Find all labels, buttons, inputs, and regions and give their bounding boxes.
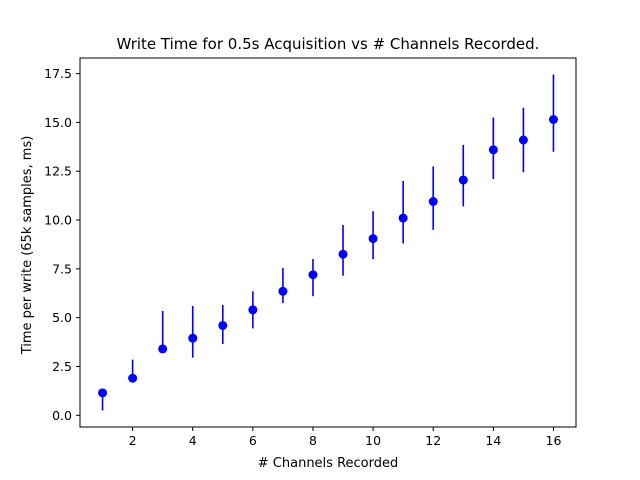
x-tick-label: 12 [425,433,441,448]
y-tick-label: 0.0 [52,408,72,423]
plot-area [98,74,558,411]
data-point [158,344,168,354]
y-tick-label: 5.0 [52,310,72,325]
data-point [518,135,528,145]
data-point [278,286,288,296]
data-point [128,373,138,383]
data-point [98,388,108,398]
axes: 2 4 6 8 10 12 14 16 0.0 2.5 5.0 7.5 10.0 12.5 15.0 17.5 [44,57,577,448]
data-point [308,270,318,280]
data-point [368,234,378,244]
y-tick-label: 2.5 [52,359,72,374]
data-point [338,249,348,259]
y-tick-label: 15.0 [44,115,72,130]
x-tick-label: 14 [485,433,501,448]
y-tick-label: 12.5 [44,164,72,179]
x-tick-label: 16 [546,433,562,448]
data-point [218,320,228,330]
y-tick-label: 17.5 [44,66,72,81]
y-tick-label: 7.5 [52,261,72,276]
data-point [458,175,468,185]
data-point [548,115,558,124]
x-tick-label: 10 [365,433,381,448]
x-tick-label: 2 [129,433,137,448]
data-point [488,145,498,155]
data-point [188,333,198,343]
x-tick-label: 6 [249,433,257,448]
y-axis-label: Time per write (65k samples, ms) [20,136,35,356]
axes-frame [79,57,577,428]
chart-title: Write Time for 0.5s Acquisition vs # Cha… [117,35,540,53]
x-tick-label: 4 [189,433,197,448]
data-point [428,197,438,206]
data-point [398,213,408,223]
x-tick-label: 8 [309,433,317,448]
y-tick-label: 10.0 [44,213,72,228]
data-point [248,305,258,315]
x-axis-label: # Channels Recorded [258,456,398,471]
